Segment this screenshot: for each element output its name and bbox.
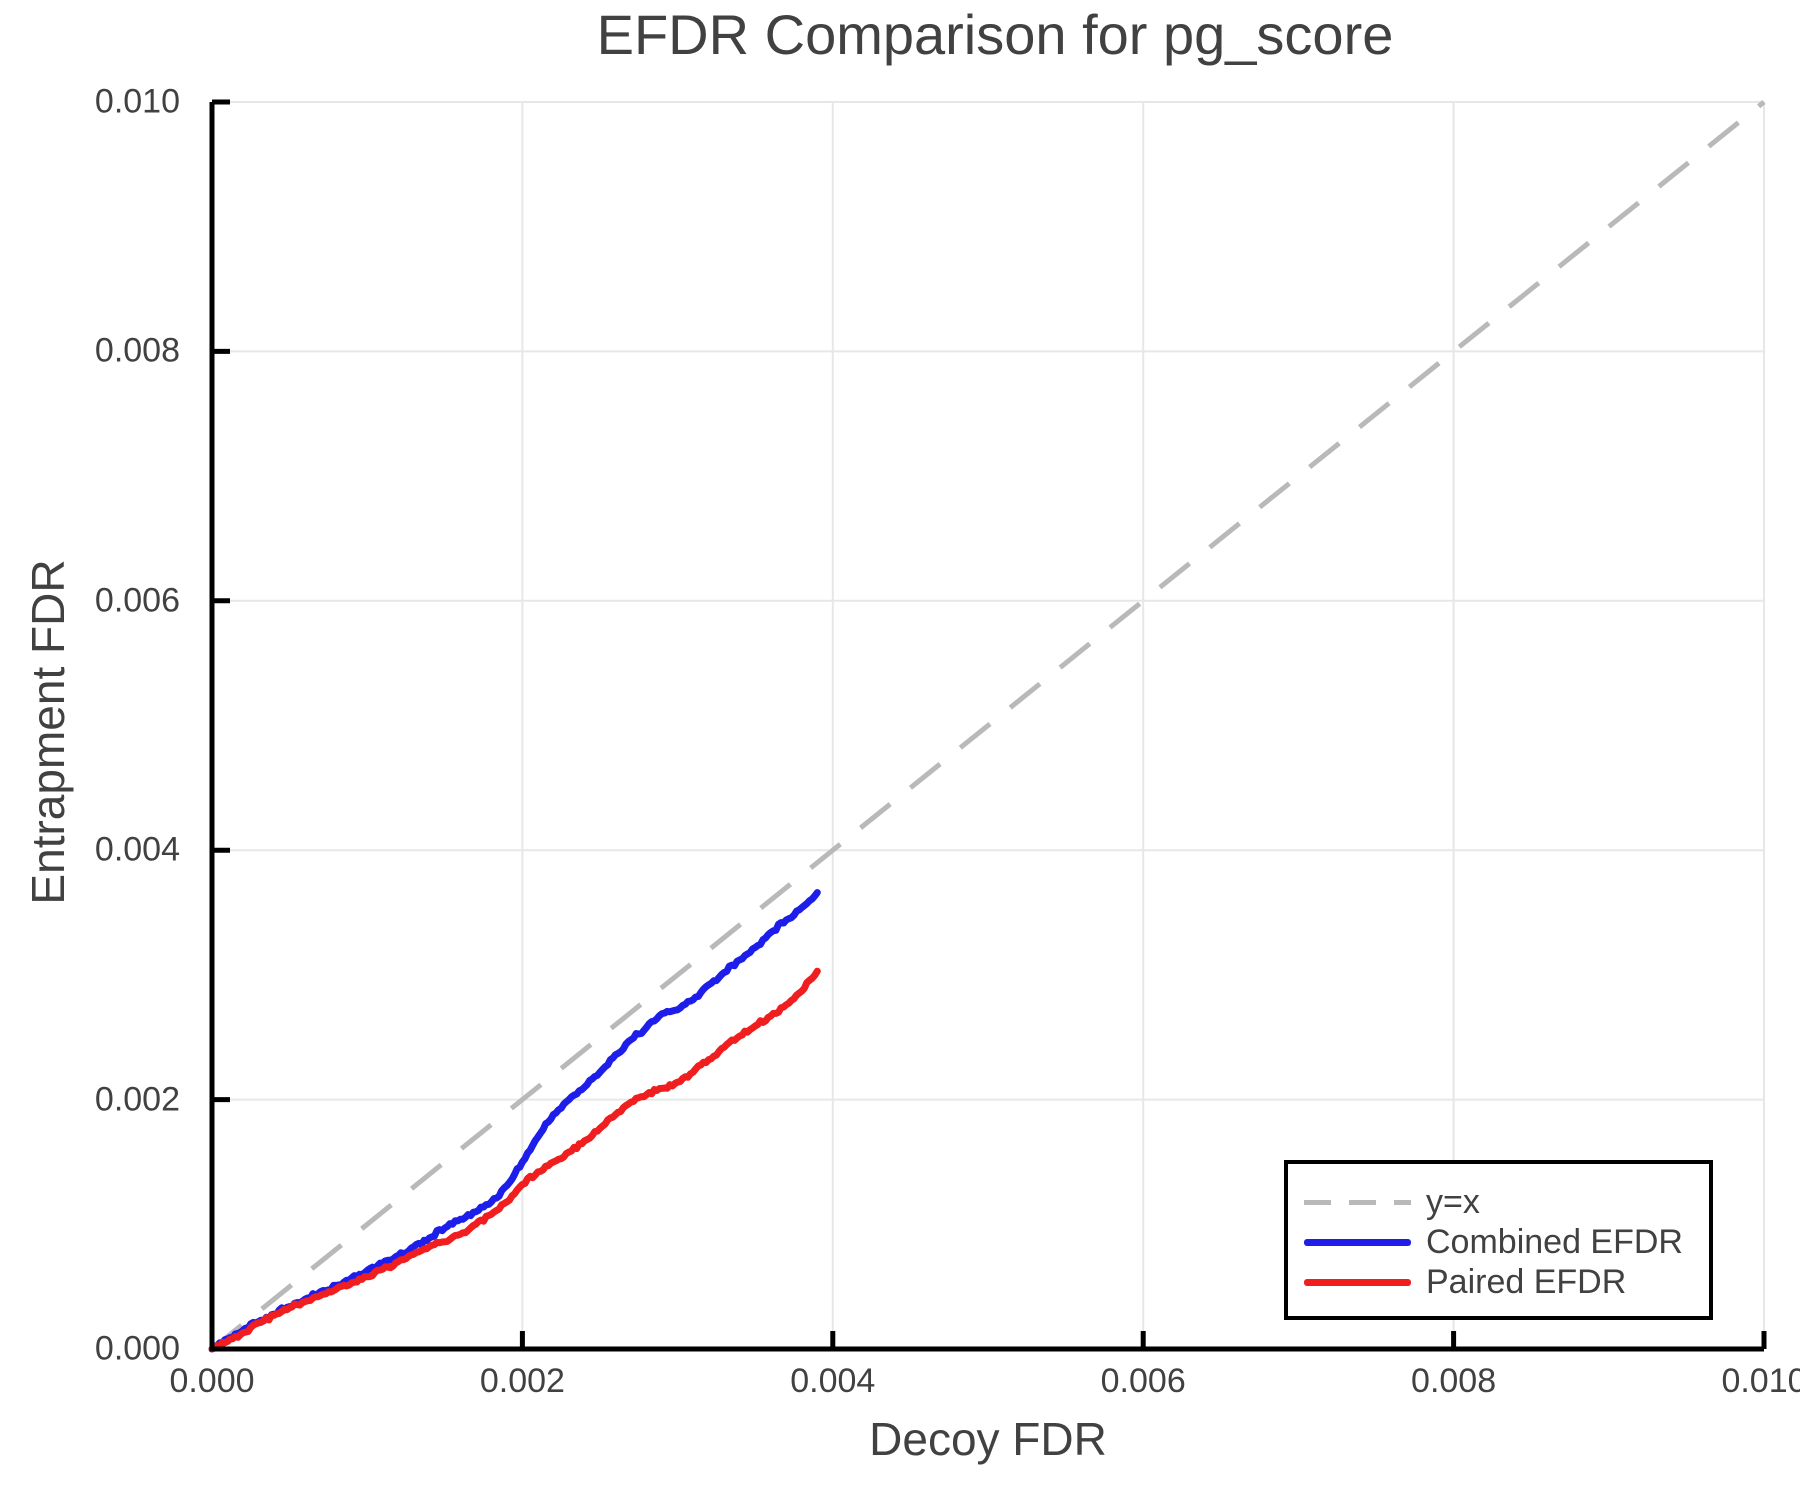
paired-efdr-curve: [208, 967, 821, 1353]
x-axis-label: Decoy FDR: [869, 1413, 1107, 1465]
y-tick-label: 0.000: [94, 1329, 180, 1368]
legend-label-paired: Paired EFDR: [1426, 1263, 1627, 1301]
y-tick-label: 0.006: [94, 581, 180, 620]
legend-label-combined: Combined EFDR: [1426, 1223, 1683, 1261]
legend-line-sample-paired: [1304, 1278, 1411, 1286]
y-tick-label: 0.004: [94, 830, 180, 869]
x-tick-label: 0.008: [1411, 1362, 1497, 1400]
y-tick-label: 0.010: [94, 82, 180, 121]
x-tick-label: 0.010: [1721, 1362, 1800, 1400]
x-tick-label: 0.000: [169, 1362, 255, 1400]
legend-row-paired: Paired EFDR: [1304, 1262, 1709, 1302]
legend-line-sample-dashed: [1304, 1199, 1411, 1205]
x-tick-label: 0.002: [479, 1362, 565, 1400]
diagonal-reference-line: [210, 100, 1766, 1351]
x-tick-label: 0.004: [790, 1362, 876, 1400]
y-tick-label: 0.002: [94, 1080, 180, 1119]
legend-label-yx: y=x: [1426, 1183, 1480, 1221]
chart-title: EFDR Comparison for pg_score: [596, 3, 1394, 66]
legend-row-yx: y=x: [1304, 1182, 1709, 1222]
x-tick-label: 0.006: [1100, 1362, 1186, 1400]
legend-row-combined: Combined EFDR: [1304, 1222, 1709, 1262]
combined-efdr-curve: [208, 889, 821, 1353]
legend: y=x Combined EFDR Paired EFDR: [1284, 1160, 1713, 1320]
legend-line-sample-combined: [1304, 1238, 1411, 1246]
y-tick-label: 0.008: [94, 331, 180, 370]
